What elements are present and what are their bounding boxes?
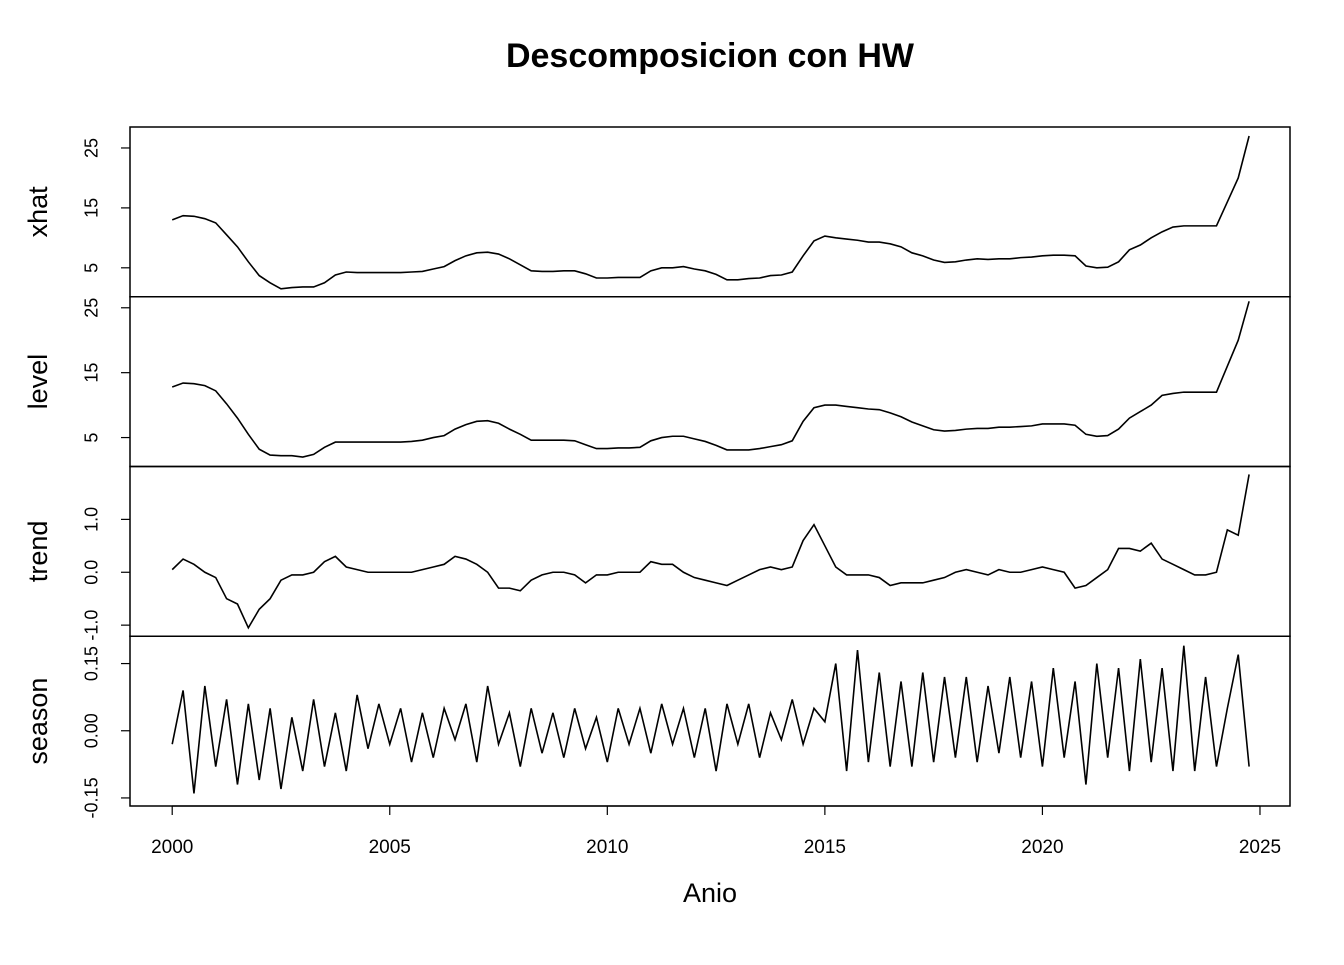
y-axis-label: season [23,678,53,765]
x-tick-label: 2010 [586,837,628,858]
y-tick-label: 0.0 [82,560,102,585]
y-tick-label: 15 [82,363,102,383]
y-axis-label: trend [23,521,53,583]
y-tick-label: 5 [82,263,102,273]
x-tick-label: 2015 [804,837,846,858]
panel-frame [129,296,1291,468]
y-axis-label: level [23,354,53,410]
y-tick-label: -1.0 [82,610,102,641]
series-line [171,645,1250,794]
y-tick-label: 15 [82,198,102,218]
series-line [171,474,1250,630]
panel-frame [129,465,1291,637]
chart-title: Descomposicion con HW [506,37,915,75]
panel-frame [129,126,1291,298]
x-tick-label: 2000 [151,837,193,858]
y-tick-label: -0.15 [82,777,102,818]
y-tick-label: 1.0 [82,507,102,532]
series-line [171,135,1250,290]
y-axis-label: xhat [23,186,53,238]
y-tick-label: 0.15 [82,646,102,681]
y-tick-label: 25 [82,298,102,318]
series-line [171,301,1250,458]
x-tick-label: 2020 [1021,837,1063,858]
x-axis-label: Anio [683,878,737,908]
y-tick-label: 5 [82,433,102,443]
panel-frame [129,635,1291,807]
y-tick-label: 0.00 [82,713,102,748]
y-tick-label: 25 [82,138,102,158]
x-tick-label: 2025 [1239,837,1281,858]
x-tick-label: 2005 [369,837,411,858]
